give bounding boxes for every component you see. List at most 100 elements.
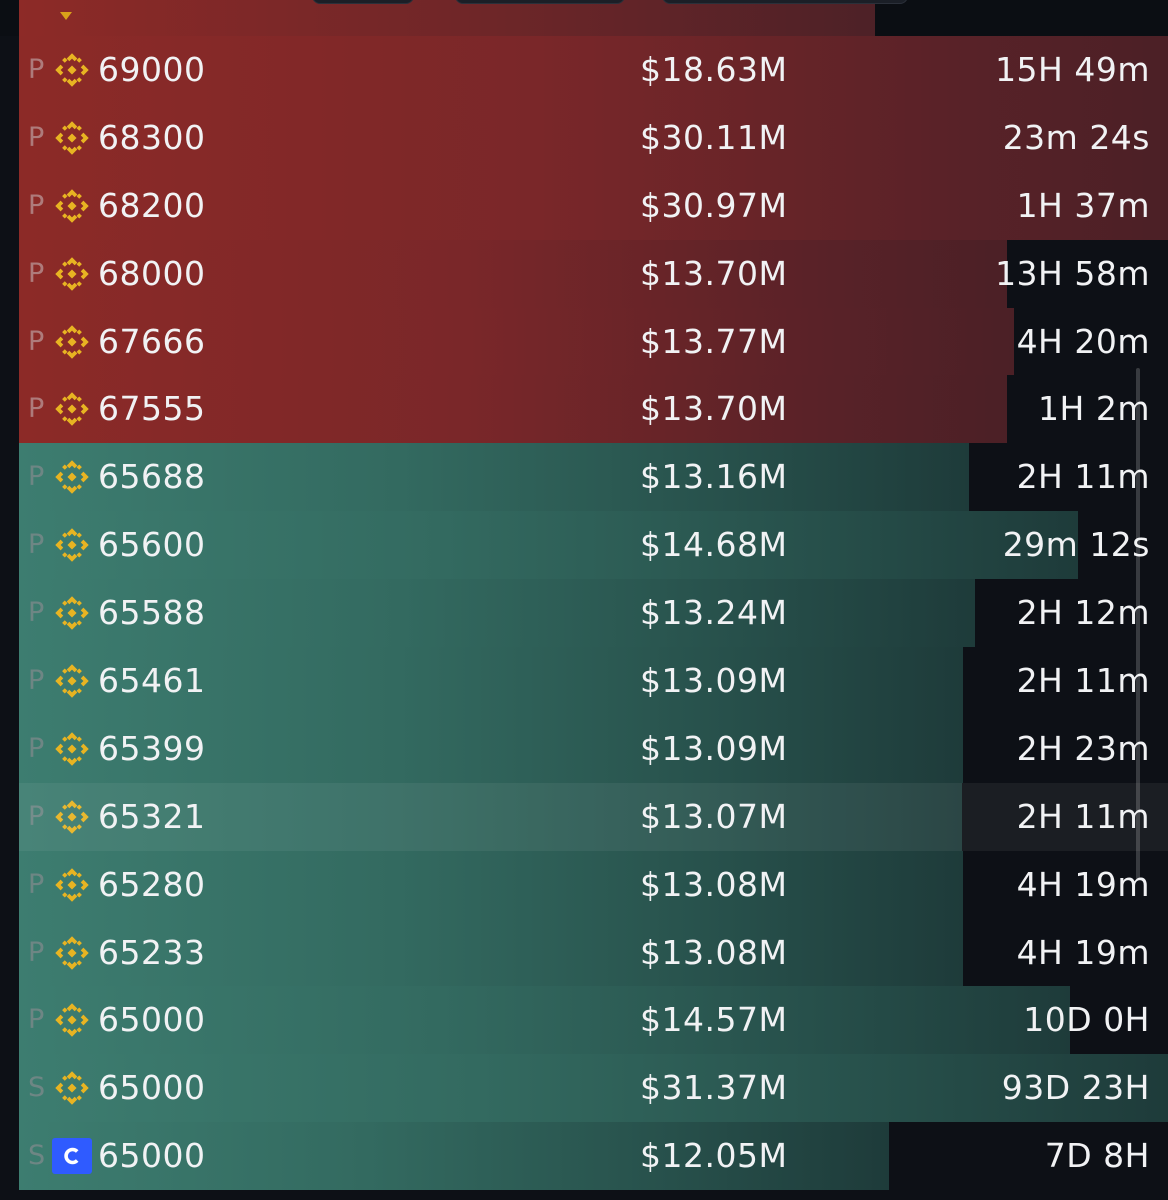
depth-bar bbox=[19, 307, 1014, 376]
order-age: 2H 11m bbox=[1016, 661, 1150, 701]
price-level: 65233 bbox=[98, 932, 206, 972]
binance-logo-icon bbox=[55, 392, 89, 427]
order-type-label: P bbox=[28, 325, 45, 357]
binance-logo-icon bbox=[55, 596, 89, 630]
order-size: $13.70M bbox=[640, 253, 788, 293]
order-size: $13.24M bbox=[640, 593, 788, 633]
binance-logo-icon bbox=[55, 53, 89, 87]
header-tab[interactable] bbox=[662, 0, 908, 4]
binance-logo-icon bbox=[55, 800, 89, 834]
table-row-ask[interactable]: P 67555 $13.70M 1H 2m bbox=[0, 375, 1168, 444]
price-level: 65000 bbox=[98, 1000, 206, 1040]
binance-logo-icon bbox=[55, 935, 89, 970]
table-row-ask[interactable]: P 68000 $13.70M 13H 58m bbox=[0, 239, 1168, 308]
price-level: 68300 bbox=[98, 117, 206, 157]
order-age: 15H 49m bbox=[995, 50, 1150, 89]
table-row-ask[interactable]: P 68200 $30.97M 1H 37m bbox=[0, 171, 1168, 240]
clipped-row-depth-bar bbox=[19, 0, 875, 36]
price-level: 67555 bbox=[98, 389, 206, 429]
order-size: $30.11M bbox=[640, 117, 788, 157]
table-row-bid[interactable]: P 65399 $13.09M 2H 23m bbox=[0, 714, 1168, 783]
order-age: 2H 23m bbox=[1016, 728, 1150, 768]
table-row-bid[interactable]: P 65280 $13.08M 4H 19m bbox=[0, 850, 1168, 919]
order-type-label: P bbox=[28, 1004, 45, 1036]
binance-logo-icon bbox=[55, 867, 89, 902]
header-tab[interactable] bbox=[312, 0, 414, 4]
table-row-ask[interactable]: P 68300 $30.11M 23m 24s bbox=[0, 103, 1168, 172]
order-size: $13.16M bbox=[640, 457, 788, 497]
price-level: 65000 bbox=[98, 1068, 206, 1108]
order-type-label: P bbox=[28, 461, 45, 493]
order-type-label: P bbox=[28, 936, 45, 968]
price-level: 65688 bbox=[98, 457, 206, 497]
table-row-bid[interactable]: S 65000 $12.05M 7D 8H bbox=[0, 1122, 1168, 1191]
depth-bar bbox=[19, 647, 963, 715]
binance-logo-icon bbox=[55, 121, 89, 155]
price-level: 65588 bbox=[98, 593, 206, 633]
binance-logo-icon bbox=[55, 1071, 89, 1106]
depth-bar bbox=[19, 579, 975, 648]
header-tab[interactable] bbox=[455, 0, 625, 4]
scrollbar[interactable] bbox=[1133, 368, 1143, 880]
table-row-bid[interactable]: P 65321 $13.07M 2H 11m bbox=[0, 782, 1168, 851]
table-row-bid[interactable]: P 65688 $13.16M 2H 11m bbox=[0, 443, 1168, 512]
order-type-label: P bbox=[28, 597, 45, 629]
order-type-label: P bbox=[28, 121, 45, 153]
binance-logo-icon bbox=[55, 732, 89, 766]
depth-bar bbox=[19, 443, 969, 512]
price-level: 65321 bbox=[98, 796, 206, 836]
order-size: $13.77M bbox=[640, 321, 788, 361]
depth-bar bbox=[19, 986, 1070, 1055]
table-row-ask[interactable]: P 69000 $18.63M 15H 49m bbox=[0, 36, 1168, 104]
binance-logo-icon bbox=[55, 189, 89, 223]
order-size: $13.70M bbox=[640, 389, 788, 429]
depth-bar bbox=[19, 1122, 889, 1191]
table-row-bid[interactable]: P 65000 $14.57M 10D 0H bbox=[0, 986, 1168, 1055]
price-level: 65000 bbox=[98, 1136, 206, 1176]
price-level: 65461 bbox=[98, 661, 206, 701]
depth-bar bbox=[19, 239, 1007, 308]
order-type-label: P bbox=[28, 800, 45, 832]
order-type-label: P bbox=[28, 665, 45, 697]
table-row-bid[interactable]: P 65233 $13.08M 4H 19m bbox=[0, 918, 1168, 987]
order-size: $18.63M bbox=[640, 50, 788, 89]
clipped-binance-icon bbox=[60, 12, 72, 20]
order-age: 1H 37m bbox=[1016, 185, 1150, 225]
order-age: 2H 11m bbox=[1016, 457, 1150, 497]
price-level: 68000 bbox=[98, 253, 206, 293]
order-age: 2H 11m bbox=[1016, 796, 1150, 836]
order-age: 4H 20m bbox=[1016, 321, 1150, 361]
order-type-label: P bbox=[28, 257, 45, 289]
scrollbar-thumb[interactable] bbox=[1136, 368, 1140, 880]
binance-logo-icon bbox=[55, 256, 89, 291]
binance-logo-icon bbox=[55, 1003, 89, 1038]
table-row-bid[interactable]: S 65000 $31.37M 93D 23H bbox=[0, 1054, 1168, 1123]
binance-logo-icon bbox=[55, 324, 89, 359]
price-level: 68200 bbox=[98, 185, 206, 225]
depth-bar bbox=[19, 103, 1168, 172]
price-level: 65399 bbox=[98, 728, 206, 768]
order-age: 1H 2m bbox=[1038, 389, 1150, 429]
order-size: $31.37M bbox=[640, 1068, 788, 1108]
order-age: 29m 12s bbox=[1002, 525, 1150, 565]
order-age: 2H 12m bbox=[1016, 593, 1150, 633]
order-age: 10D 0H bbox=[1023, 1000, 1150, 1040]
order-list[interactable]: P 69000 $18.63M 15H 49m P 68300 $30.11M … bbox=[0, 36, 1168, 1191]
table-row-bid[interactable]: P 65600 $14.68M 29m 12s bbox=[0, 511, 1168, 580]
depth-bar bbox=[19, 36, 1168, 104]
order-size: $13.08M bbox=[640, 932, 788, 972]
order-age: 4H 19m bbox=[1016, 864, 1150, 904]
order-age: 13H 58m bbox=[995, 253, 1150, 293]
table-row-ask[interactable]: P 67666 $13.77M 4H 20m bbox=[0, 307, 1168, 376]
order-age: 4H 19m bbox=[1016, 932, 1150, 972]
order-type-label: P bbox=[28, 393, 45, 425]
order-size: $14.57M bbox=[640, 1000, 788, 1040]
table-row-bid[interactable]: P 65461 $13.09M 2H 11m bbox=[0, 647, 1168, 715]
order-age: 23m 24s bbox=[1002, 117, 1150, 157]
table-row-bid[interactable]: P 65588 $13.24M 2H 12m bbox=[0, 579, 1168, 648]
order-size: $13.07M bbox=[640, 796, 788, 836]
order-type-label: P bbox=[28, 868, 45, 900]
order-type-label: P bbox=[28, 189, 45, 221]
order-size: $30.97M bbox=[640, 185, 788, 225]
